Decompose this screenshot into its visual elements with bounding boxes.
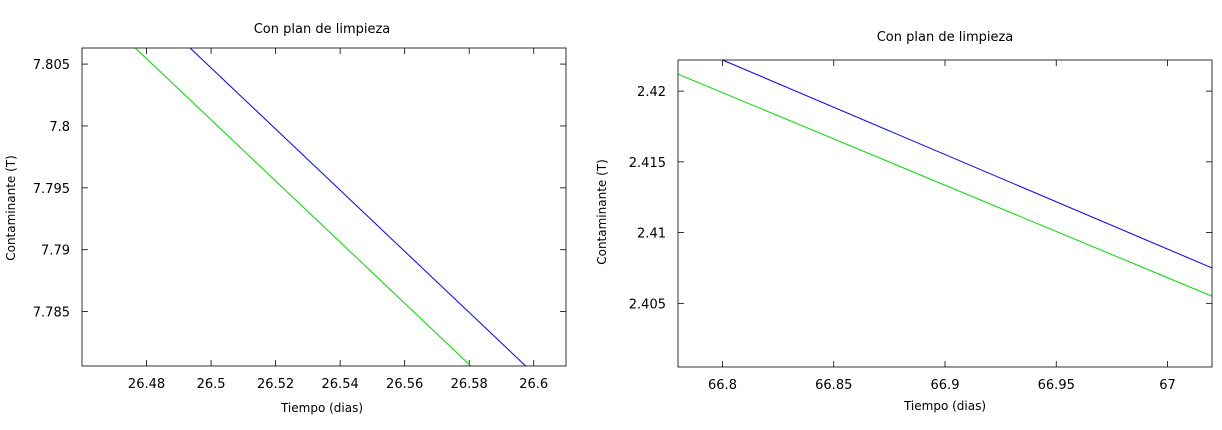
chart-1-ytick-label: 7.805 [33, 58, 70, 73]
chart-2-series [677, 59, 1213, 297]
chart-1-xtick-label: 26.56 [386, 377, 423, 392]
chart-1: Con plan de limpieza Tiempo (dias) Conta… [4, 22, 567, 415]
chart-1-series-line-1 [189, 47, 527, 367]
chart-1-series [134, 47, 527, 367]
chart-2-xtick-label: 66.85 [815, 378, 852, 393]
chart-2-xtick-label: 66.8 [708, 378, 737, 393]
chart-1-xlabel: Tiempo (dias) [280, 401, 363, 415]
chart-1-xtick-label: 26.52 [257, 377, 294, 392]
chart-2-series-line-2 [677, 73, 1213, 297]
chart-2-xtick-label: 67 [1159, 378, 1176, 393]
chart-1-xtick-label: 26.54 [322, 377, 359, 392]
chart-2: Con plan de limpieza Tiempo (dias) Conta… [595, 30, 1213, 413]
chart-1-ytick-label: 7.785 [33, 306, 70, 321]
chart-2-plot-frame [677, 59, 1213, 368]
chart-2-xtick-label: 66.9 [931, 378, 960, 393]
chart-1-ytick-label: 7.8 [49, 120, 70, 135]
chart-1-ticks: 26.48 26.5 26.52 26.54 26.56 26.58 26.6 7.785 7.… [33, 48, 566, 392]
chart-2-ytick-label: 2.41 [637, 227, 666, 242]
chart-1-series-line-2 [134, 47, 472, 367]
chart-1-xtick-label: 26.48 [128, 377, 165, 392]
chart-1-xtick-label: 26.6 [519, 377, 548, 392]
chart-2-ytick-label: 2.42 [637, 85, 666, 100]
chart-1-ytick-label: 7.79 [41, 244, 70, 259]
chart-2-xlabel: Tiempo (dias) [903, 399, 986, 413]
chart-1-xtick-label: 26.58 [451, 377, 488, 392]
chart-2-ylabel: Contaminante (T) [595, 159, 609, 265]
chart-1-ylabel: Contaminante (T) [4, 155, 18, 261]
chart-1-ytick-label: 7.795 [33, 182, 70, 197]
chart-1-plot-frame [81, 47, 567, 367]
chart-2-ytick-label: 2.415 [629, 156, 666, 171]
chart-2-series-line-1 [722, 59, 1213, 269]
chart-2-ticks: 66.8 66.85 66.9 66.95 67 2.405 2.41 2.415 2.42 [629, 60, 1212, 393]
chart-2-ytick-label: 2.405 [629, 297, 666, 312]
chart-2-xtick-label: 66.95 [1038, 378, 1075, 393]
chart-1-title: Con plan de limpieza [254, 22, 391, 37]
chart-1-xtick-label: 26.5 [197, 377, 226, 392]
chart-2-title: Con plan de limpieza [877, 30, 1014, 45]
